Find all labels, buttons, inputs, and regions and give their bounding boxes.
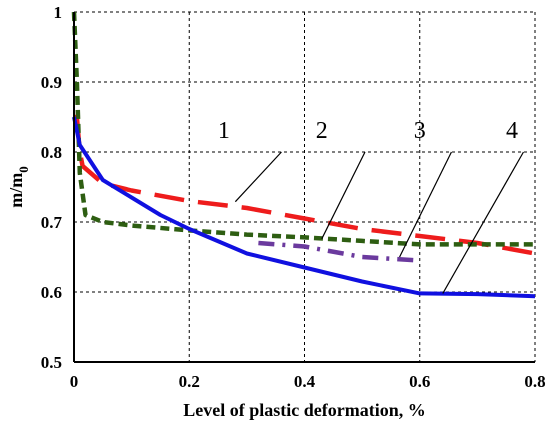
curve-label-4: 4 [506, 118, 518, 144]
curve-label-leader-4 [442, 151, 524, 294]
series-line-1 [74, 114, 536, 256]
x-tick-label: 0 [70, 372, 79, 391]
y-axis-title-subscript: 0 [16, 166, 31, 173]
x-tick-label: 0.4 [294, 372, 316, 391]
series-line-3 [258, 240, 420, 263]
series-line-4 [72, 116, 536, 299]
y-tick-label: 1 [54, 3, 63, 22]
series-layer [71, 11, 536, 299]
y-axis-title: m/m0 [6, 166, 31, 208]
curve-label-leader-3 [399, 151, 452, 258]
y-tick-label: 0.6 [41, 283, 62, 302]
y-axis-title-main: m/m [6, 173, 26, 208]
tick-labels: 0 0.2 0.4 0.6 0.8 0.5 0.6 0.7 0.8 0.9 1 [41, 3, 546, 391]
x-tick-label: 0.6 [409, 372, 430, 391]
y-tick-label: 0.8 [41, 143, 62, 162]
grid [74, 11, 536, 362]
curve-label-leader-1 [234, 151, 282, 203]
y-tick-label: 0.9 [41, 73, 62, 92]
x-axis-title: Level of plastic deformation, % [183, 400, 425, 420]
curve-label-2: 2 [316, 118, 328, 144]
annotation-layer: 1 2 3 4 [218, 118, 524, 294]
x-tick-label: 0.8 [524, 372, 545, 391]
curve-label-1: 1 [218, 118, 230, 144]
axes [73, 12, 535, 363]
y-tick-label: 0.7 [41, 213, 63, 232]
curve-label-leader-2 [321, 151, 366, 240]
curve-label-3: 3 [414, 118, 426, 144]
x-tick-label: 0.2 [179, 372, 200, 391]
y-tick-label: 0.5 [41, 353, 62, 372]
